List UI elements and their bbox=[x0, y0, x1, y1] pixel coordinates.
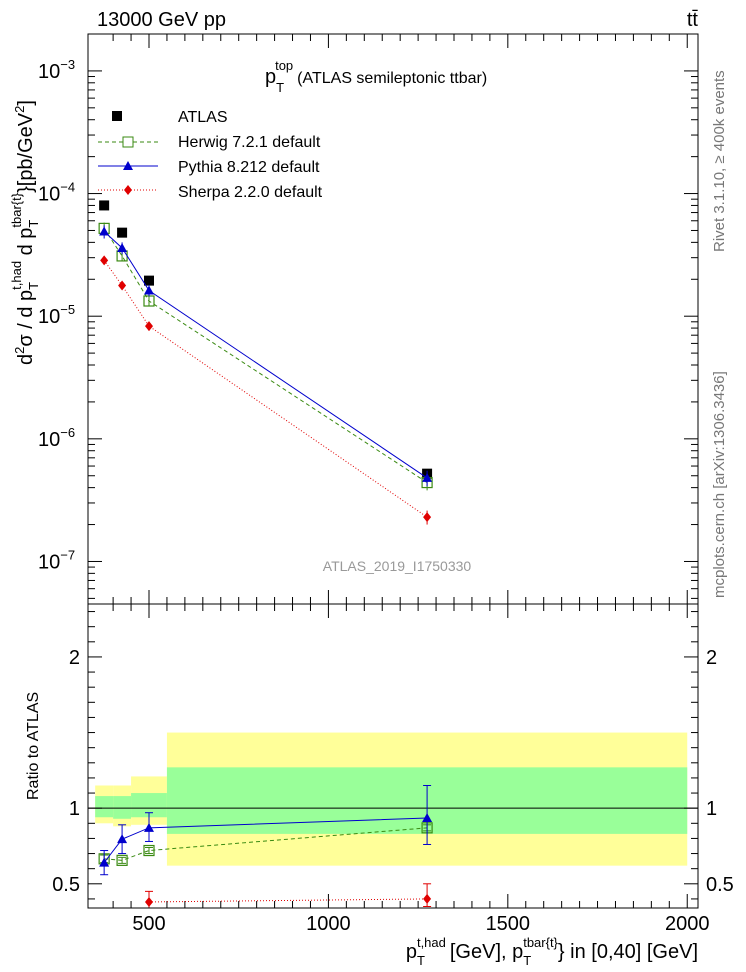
x-tick-label: 500 bbox=[132, 913, 165, 935]
plot-title: pTtop(ATLAS semileptonic ttbar) bbox=[265, 58, 487, 95]
sherpa-ratio-point bbox=[145, 896, 153, 907]
legend-entry-pythia: Pythia 8.212 default bbox=[98, 159, 320, 176]
y-tick-label: 10−4 bbox=[38, 180, 75, 206]
band-inner bbox=[113, 796, 132, 819]
ratio-y-tick-label-right: 1 bbox=[706, 798, 717, 820]
atlas-point bbox=[99, 200, 110, 211]
ratio-y-tick-label-right: 0.5 bbox=[706, 874, 734, 896]
main-y-ticks: 10−7 10−6 10−5 10−4 10−3 bbox=[38, 33, 698, 599]
ratio-y-axis-label: Ratio to ATLAS bbox=[25, 692, 42, 800]
header-energy: 13000 GeV pp bbox=[97, 9, 226, 31]
ratio-y-tick-label-right: 2 bbox=[706, 647, 717, 669]
legend-herwig-marker bbox=[122, 136, 134, 148]
analysis-watermark: ATLAS_2019_I1750330 bbox=[323, 558, 472, 574]
legend-pythia-label: Pythia 8.212 default bbox=[178, 159, 320, 176]
pythia-ratio-line bbox=[103, 817, 428, 863]
legend-entry-sherpa: Sherpa 2.2.0 default bbox=[98, 184, 323, 201]
x-tick-label: 2000 bbox=[665, 913, 710, 935]
pythia-point bbox=[144, 285, 154, 295]
pythia-ratio-point bbox=[144, 822, 154, 832]
sherpa-point bbox=[100, 255, 109, 266]
main-panel: pTtop(ATLAS semileptonic ttbar) d2σ / d … bbox=[9, 33, 699, 605]
ratio-panel-frame bbox=[87, 603, 699, 909]
ratio-ticks: 500 1000 1500 2000 0.5 0.5 1 1 2 2 bbox=[52, 604, 734, 935]
sherpa-point bbox=[423, 512, 432, 523]
pythia-line bbox=[103, 231, 428, 479]
y-tick-label: 10−3 bbox=[38, 57, 75, 83]
mcplots-label: mcplots.cern.ch [arXiv:1306.3436] bbox=[711, 371, 728, 598]
ratio-panel: 500 1000 1500 2000 0.5 0.5 1 1 2 2 Ratio to ATLAS… bbox=[25, 603, 734, 968]
ratio-y-tick-label: 0.5 bbox=[52, 874, 80, 896]
ratio-y-tick-label: 2 bbox=[69, 647, 80, 669]
pythia-ratio-point bbox=[422, 813, 433, 823]
x-tick-label: 1000 bbox=[306, 913, 351, 935]
y-axis-label: d2σ / d pTt,had d pTtbar{t}}[pb/GeV2] bbox=[9, 100, 41, 365]
main-x-ticks bbox=[112, 34, 688, 604]
legend-atlas-marker bbox=[112, 111, 122, 121]
legend-sherpa-marker bbox=[124, 185, 132, 195]
sherpa-ratio-line bbox=[148, 898, 428, 903]
legend-entry-atlas: ATLAS bbox=[112, 109, 228, 126]
pythia-point bbox=[117, 242, 128, 252]
uncertainty-bands bbox=[88, 732, 698, 866]
sherpa-point bbox=[118, 280, 127, 291]
y-tick-label: 10−7 bbox=[38, 547, 75, 573]
atlas-point bbox=[117, 227, 128, 238]
legend-herwig-label: Herwig 7.2.1 default bbox=[178, 134, 321, 151]
header-process: tt̄ bbox=[687, 9, 699, 31]
pythia-ratio-point bbox=[99, 857, 110, 867]
herwig-ratio-point bbox=[116, 854, 128, 866]
sherpa-line bbox=[103, 260, 428, 518]
y-tick-label: 10−6 bbox=[38, 425, 75, 451]
legend-pythia-marker bbox=[123, 161, 133, 170]
sherpa-point bbox=[145, 321, 153, 332]
ratio-series bbox=[98, 784, 433, 909]
legend-sherpa-label: Sherpa 2.2.0 default bbox=[178, 184, 323, 201]
main-series bbox=[98, 200, 433, 525]
sherpa-ratio-point bbox=[423, 893, 432, 904]
rivet-version-label: Rivet 3.1.10, ≥ 400k events bbox=[711, 70, 728, 252]
y-tick-label: 10−5 bbox=[38, 302, 75, 328]
legend: ATLAS Herwig 7.2.1 default Pythia 8.212 … bbox=[98, 109, 323, 201]
legend-entry-herwig: Herwig 7.2.1 default bbox=[98, 134, 321, 151]
pythia-point bbox=[422, 472, 433, 482]
herwig-line bbox=[103, 228, 428, 483]
herwig-ratio-line bbox=[104, 827, 428, 861]
atlas-point bbox=[144, 275, 154, 286]
pythia-point bbox=[99, 226, 110, 236]
x-axis-label: pTt,had [GeV], pTtbar{t}} in [0,40] [GeV] bbox=[406, 935, 698, 968]
ratio-y-tick-label: 1 bbox=[69, 798, 80, 820]
band-inner bbox=[95, 796, 114, 818]
x-tick-label: 1500 bbox=[486, 913, 531, 935]
herwig-ratio-point bbox=[143, 844, 155, 857]
pythia-ratio-point bbox=[117, 834, 128, 844]
legend-atlas-label: ATLAS bbox=[178, 109, 228, 126]
